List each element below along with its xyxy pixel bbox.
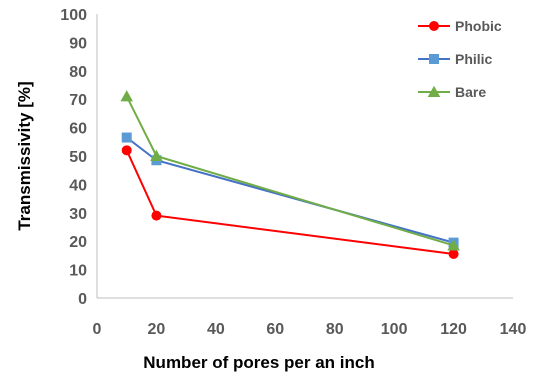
- y-tick-label: 60: [69, 121, 87, 138]
- data-point: [447, 239, 460, 251]
- y-tick-label: 80: [69, 64, 87, 81]
- legend-item-bare: Bare: [418, 84, 486, 100]
- y-tick-label: 0: [78, 291, 87, 308]
- legend-marker: [429, 21, 439, 31]
- legend: Phobic Philic Bare: [418, 18, 502, 100]
- data-point: [121, 132, 132, 143]
- legend-marker: [427, 85, 441, 97]
- x-tick-label: 0: [93, 321, 102, 338]
- x-axis-title: Number of pores per an inch: [143, 353, 374, 372]
- y-tick-label: 90: [69, 35, 87, 52]
- data-point: [151, 210, 162, 221]
- x-tick-label: 140: [500, 321, 527, 338]
- series-bare: [120, 90, 460, 251]
- data-point: [121, 145, 132, 156]
- legend-label: Phobic: [455, 18, 502, 34]
- legend-item-philic: Philic: [418, 51, 493, 67]
- series-line-philic: [126, 136, 454, 244]
- legend-marker: [429, 54, 439, 64]
- y-tick-label: 30: [69, 206, 87, 223]
- legend-label: Bare: [455, 84, 486, 100]
- x-tick-label: 120: [440, 321, 467, 338]
- legend-item-phobic: Phobic: [418, 18, 502, 34]
- series-layer: [120, 90, 460, 259]
- y-axis-title: Transmissivity [%]: [15, 81, 34, 230]
- x-tick-label: 40: [207, 321, 225, 338]
- y-tick-label: 70: [69, 92, 87, 109]
- y-tick-label: 100: [60, 7, 87, 24]
- legend-label: Philic: [455, 51, 493, 67]
- series-phobic: [121, 145, 459, 259]
- series-philic: [121, 132, 459, 248]
- data-point: [150, 149, 163, 161]
- y-tick-label: 40: [69, 177, 87, 194]
- y-tick-label: 20: [69, 234, 87, 251]
- data-point: [120, 90, 133, 102]
- x-tick-labels: 0 20 40 60 80 100 120 140: [93, 321, 527, 338]
- series-line-bare: [125, 95, 454, 247]
- x-tick-label: 60: [266, 321, 284, 338]
- x-tick-label: 80: [326, 321, 344, 338]
- x-tick-label: 100: [381, 321, 408, 338]
- y-tick-label: 50: [69, 149, 87, 166]
- x-tick-label: 20: [148, 321, 166, 338]
- y-tick-labels: 0 10 20 30 40 50 60 70 80 90 100: [60, 7, 87, 308]
- data-point: [448, 248, 459, 259]
- y-tick-label: 10: [69, 263, 87, 280]
